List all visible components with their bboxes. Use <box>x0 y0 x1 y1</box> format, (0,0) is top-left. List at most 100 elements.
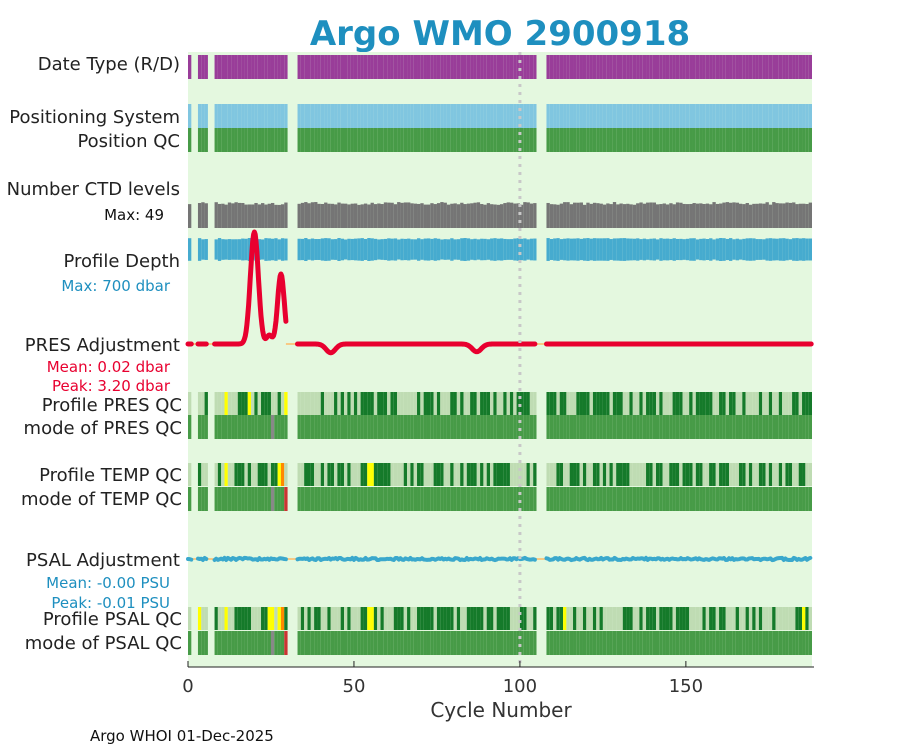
profile-temp-qc-cycle-13 <box>231 463 235 486</box>
mode-temp-qc-cycle-90 <box>486 487 491 511</box>
profile-psal-qc-cycle-37 <box>310 607 315 630</box>
profile-psal-qc-cycle-77 <box>443 607 447 630</box>
ctd-levels-cycle-162 <box>725 202 730 228</box>
profile-temp-qc-cycle-73 <box>430 463 434 486</box>
positioning-system-cycle-164 <box>732 104 736 128</box>
positioning-system-cycle-49 <box>350 104 354 128</box>
profile-pres-qc-cycle-162 <box>725 392 730 415</box>
profile-psal-qc-cycle-116 <box>573 607 577 630</box>
positioning-system-cycle-25 <box>270 104 275 128</box>
mode-pres-qc-cycle-144 <box>665 415 670 439</box>
profile-depth-cycle-78 <box>446 239 451 260</box>
mode-temp-qc-cycle-132 <box>626 487 630 511</box>
profile-temp-qc-cycle-91 <box>490 463 494 486</box>
profile-psal-qc-cycle-148 <box>679 607 683 630</box>
data-type-cycle-124 <box>599 55 603 79</box>
mode-psal-qc-cycle-177 <box>775 631 779 655</box>
ctd-levels-cycle-127 <box>609 204 613 228</box>
profile-pres-qc-cycle-9 <box>217 392 222 415</box>
profile-psal-qc-cycle-183 <box>795 607 799 630</box>
positioning-system-cycle-39 <box>317 104 321 128</box>
profile-pres-qc-cycle-156 <box>705 392 710 415</box>
profile-psal-qc-cycle-68 <box>413 607 418 630</box>
profile-psal-qc-cycle-126 <box>606 607 610 630</box>
mode-temp-qc-cycle-134 <box>632 487 637 511</box>
ctd-levels-cycle-163 <box>729 202 733 228</box>
positioning-system-cycle-14 <box>234 104 238 128</box>
profile-pres-qc-cycle-61 <box>390 392 394 415</box>
position-qc-cycle-20 <box>254 128 258 152</box>
profile-temp-qc-cycle-37 <box>310 463 315 486</box>
profile-pres-qc-cycle-10 <box>221 392 225 415</box>
position-qc-cycle-52 <box>360 128 364 152</box>
profile-temp-qc-cycle-157 <box>709 463 713 486</box>
mode-temp-qc-cycle-79 <box>450 487 454 511</box>
profile-pres-qc-cycle-173 <box>762 392 766 415</box>
profile-psal-qc-cycle-110 <box>553 607 557 630</box>
profile-pres-qc-cycle-8 <box>214 392 218 415</box>
mode-temp-qc-cycle-181 <box>788 487 793 511</box>
positioning-system-cycle-4 <box>201 104 205 128</box>
profile-psal-qc-cycle-164 <box>732 607 736 630</box>
profile-psal-qc-cycle-25 <box>270 607 275 630</box>
position-qc-cycle-51 <box>357 128 361 152</box>
profile-pres-qc-cycle-81 <box>456 392 461 415</box>
profile-depth-cycle-35 <box>304 238 308 261</box>
mode-temp-qc-cycle-60 <box>387 487 391 511</box>
data-type-cycle-129 <box>616 55 620 79</box>
profile-pres-qc-cycle-23 <box>264 392 268 415</box>
profile-temp-qc-cycle-138 <box>646 463 650 486</box>
mode-temp-qc-cycle-153 <box>695 487 700 511</box>
profile-temp-qc-cycle-124 <box>599 463 603 486</box>
data-type-cycle-13 <box>231 55 235 79</box>
ctd-levels-cycle-18 <box>247 204 252 228</box>
ctd-levels-cycle-62 <box>393 204 398 228</box>
ctd-levels-cycle-130 <box>619 203 623 228</box>
data-type-cycle-101 <box>523 55 527 79</box>
profile-psal-qc-cycle-166 <box>738 607 743 630</box>
position-qc-cycle-164 <box>732 128 736 152</box>
profile-psal-qc-cycle-49 <box>350 607 354 630</box>
positioning-system-cycle-50 <box>353 104 358 128</box>
position-qc-cycle-84 <box>466 128 471 152</box>
positioning-system-cycle-165 <box>735 104 739 128</box>
ctd-levels-cycle-120 <box>586 202 590 228</box>
profile-depth-cycle-155 <box>702 238 706 261</box>
mode-pres-qc-cycle-75 <box>436 415 441 439</box>
profile-temp-qc-cycle-150 <box>685 463 690 486</box>
data-type-cycle-165 <box>735 55 739 79</box>
data-type-cycle-95 <box>503 55 507 79</box>
data-type-cycle-104 <box>533 55 537 79</box>
ctd-levels-cycle-12 <box>227 202 232 228</box>
data-type-cycle-98 <box>513 55 517 79</box>
profile-pres-qc-cycle-138 <box>646 392 650 415</box>
data-type-cycle-138 <box>646 55 650 79</box>
position-qc-cycle-102 <box>526 128 530 152</box>
data-type-cycle-71 <box>423 55 427 79</box>
position-qc-cycle-14 <box>234 128 238 152</box>
position-qc-cycle-182 <box>792 128 796 152</box>
mode-psal-qc-cycle-9 <box>217 631 222 655</box>
position-qc-cycle-163 <box>729 128 733 152</box>
profile-temp-qc-cycle-41 <box>324 463 328 486</box>
profile-temp-qc-cycle-116 <box>573 463 577 486</box>
profile-psal-qc-cycle-36 <box>307 607 311 630</box>
ctd-levels-max: Max: 49 <box>104 206 164 224</box>
mode-temp-qc-cycle-122 <box>592 487 597 511</box>
profile-depth-cycle-123 <box>596 238 600 261</box>
position-qc-cycle-85 <box>470 128 474 152</box>
profile-temp-qc-cycle-136 <box>639 463 643 486</box>
profile-psal-qc-cycle-45 <box>337 607 341 630</box>
ctd-levels-cycle-13 <box>231 203 235 228</box>
mode-temp-qc-cycle-77 <box>443 487 447 511</box>
profile-pres-qc-cycle-140 <box>652 392 656 415</box>
profile-temp-qc-cycle-80 <box>453 463 457 486</box>
position-qc-cycle-13 <box>231 128 235 152</box>
profile-psal-qc-cycle-33 <box>297 607 301 630</box>
profile-depth-cycle-117 <box>576 238 580 261</box>
mode-pres-qc-cycle-172 <box>758 415 763 439</box>
profile-temp-qc-cycle-92 <box>493 463 497 486</box>
ctd-levels-cycle-72 <box>426 204 431 228</box>
ctd-levels-cycle-181 <box>788 202 793 228</box>
x-tick-label-150: 150 <box>669 676 703 697</box>
